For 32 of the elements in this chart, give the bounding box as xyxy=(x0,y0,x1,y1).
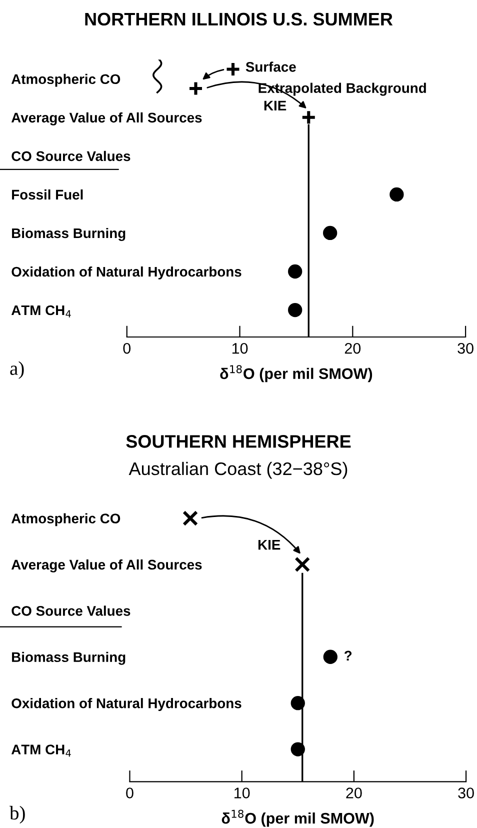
text: b) xyxy=(10,806,25,824)
y-tick-label: Atmospheric CO xyxy=(11,513,120,526)
y-tick-label: Average Value of All Sources xyxy=(11,112,202,126)
y-tick-label: Oxidation of Natural Hydrocarbons xyxy=(12,698,242,711)
chart-title: NORTHERN ILLINOIS U.S. SUMMER xyxy=(85,12,393,26)
y-tick-label: ATM CH$_{4}$ xyxy=(11,744,71,757)
y-tick-label: CO Source Values xyxy=(12,606,130,616)
y-tick-label: Biomass Burning xyxy=(12,652,126,665)
annotation: KIE xyxy=(264,100,286,110)
y-tick-label: ATM CH$_{4}$ xyxy=(11,305,71,318)
x-axis-title: δ$^{18}$O (per mil SMOW) xyxy=(222,810,374,827)
x-tick-label: 0 xyxy=(126,788,134,798)
x-tick-label: 10 xyxy=(232,342,248,354)
y-tick-label: Oxidation of Natural Hydrocarbons xyxy=(12,266,242,280)
y-tick-label: Biomass Burning xyxy=(12,228,126,241)
y-tick-label: Fossil Fuel xyxy=(12,189,83,200)
y-tick-label: CO Source Values xyxy=(12,150,130,162)
x-tick-label: 20 xyxy=(346,788,362,798)
x-tick-label: 30 xyxy=(458,788,474,798)
annotation: KIE xyxy=(258,540,280,550)
chart-title: SOUTHERN HEMISPHERE xyxy=(126,435,351,448)
x-tick-label: 10 xyxy=(234,788,250,798)
text: a) xyxy=(10,361,24,379)
x-axis-title: δ$^{18}$O (per mil SMOW) xyxy=(220,365,372,382)
y-tick-label: Atmospheric CO xyxy=(11,74,120,87)
x-tick-label: 30 xyxy=(458,342,474,354)
annotation: ? xyxy=(344,650,352,660)
x-tick-label: 0 xyxy=(123,342,131,354)
x-tick-label: 20 xyxy=(344,342,361,354)
chart-subtitle: Australian Coast (32−38°S) xyxy=(128,462,348,479)
y-tick-label: Average Value of All Sources xyxy=(11,559,202,572)
legend-label: Surface xyxy=(246,62,296,72)
